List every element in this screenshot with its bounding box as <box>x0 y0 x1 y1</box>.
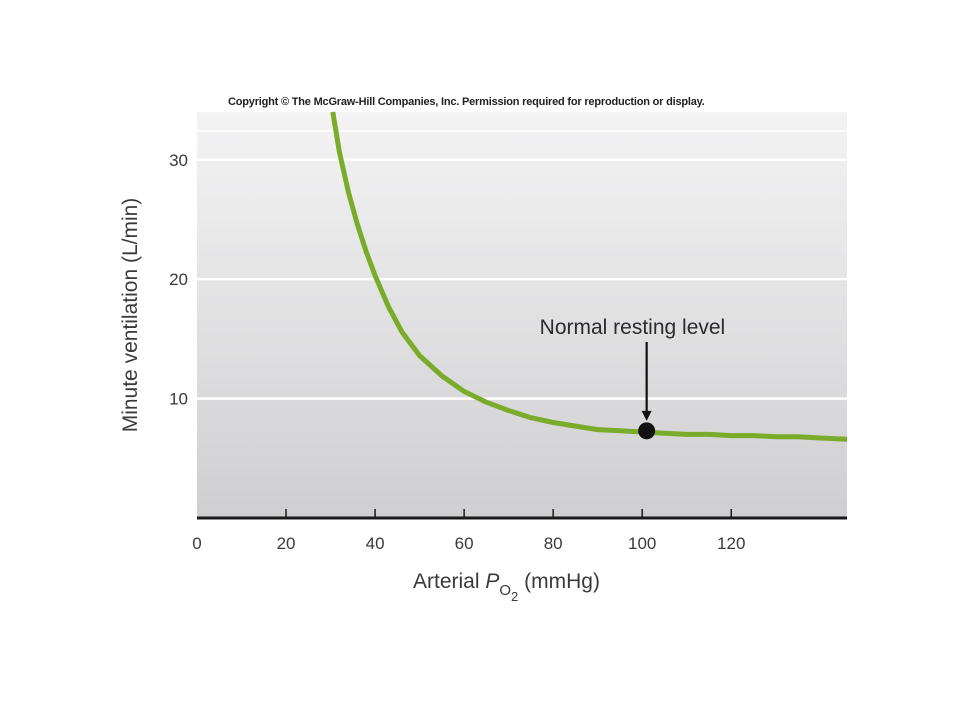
ventilation-curve <box>330 111 848 442</box>
x-tick-label: 100 <box>628 534 656 553</box>
normal-resting-point <box>638 422 656 440</box>
x-tick-label: 120 <box>717 534 745 553</box>
copyright-notice: Copyright © The McGraw-Hill Companies, I… <box>228 96 705 108</box>
x-axis-title-italic: P <box>485 570 499 593</box>
y-tick-label: 10 <box>169 390 188 409</box>
x-axis-title-subscript: O <box>499 582 511 599</box>
y-axis-title: Minute ventilation (L/min) <box>119 198 142 433</box>
y-tick-label: 30 <box>169 151 188 170</box>
x-axis-title-prefix: Arterial <box>413 570 485 593</box>
x-tick-label: 80 <box>544 534 563 553</box>
plot-background <box>197 112 847 518</box>
x-tick-label: 40 <box>366 534 385 553</box>
annotation-arrow-head <box>641 410 652 421</box>
x-tick-label: 20 <box>277 534 296 553</box>
x-tick-label: 0 <box>192 534 201 553</box>
x-axis-title: Arterial PO2 (mmHg) <box>413 570 600 604</box>
x-axis-title-suffix: (mmHg) <box>518 570 600 593</box>
x-axis-title-subsubscript: 2 <box>511 589 518 604</box>
y-tick-label: 20 <box>169 270 188 289</box>
annotation-label: Normal resting level <box>540 316 726 339</box>
x-tick-label: 60 <box>455 534 474 553</box>
